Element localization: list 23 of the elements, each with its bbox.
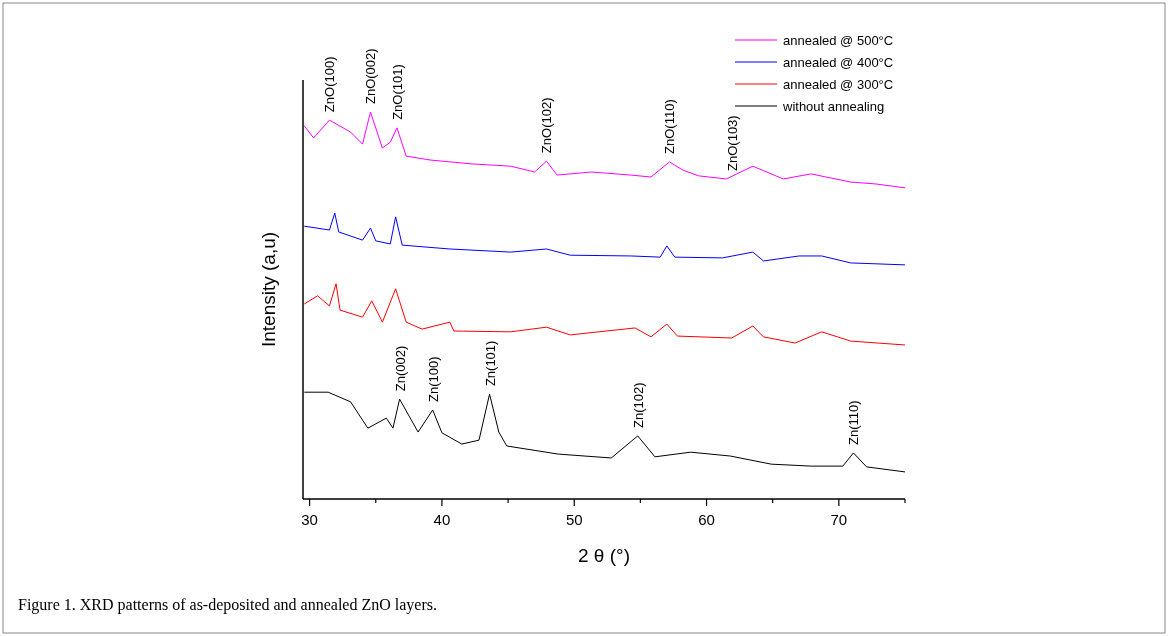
annotation: ZnO(101) (389, 64, 405, 120)
annotation: ZnO(110) (662, 99, 678, 154)
annotation: Zn(102) (630, 382, 646, 428)
legend-label: annealed @ 400°C (783, 55, 894, 70)
annotation: ZnO(100) (322, 56, 338, 113)
legend-label: without annealing (782, 99, 885, 114)
x-tick-label: 70 (830, 511, 848, 528)
annotation: Zn(101) (482, 340, 498, 387)
x-tick-label: 30 (301, 511, 318, 528)
legend-label: annealed @ 500°C (783, 33, 894, 48)
annotation: Zn(100) (425, 356, 441, 402)
legend-label: annealed @ 300°C (783, 77, 894, 92)
annotation: ZnO(103) (724, 115, 740, 171)
annotation: ZnO(102) (539, 97, 555, 154)
annotation: ZnO(002) (363, 48, 379, 104)
x-axis-title: 2 θ (°) (578, 545, 630, 566)
x-tick-label: 40 (433, 511, 451, 528)
x-tick-label: 60 (698, 511, 715, 528)
annotation: Zn(002) (392, 345, 408, 392)
caption: Figure 1. XRD patterns of as-deposited and annealed ZnO layers. (18, 596, 437, 614)
annotation: Zn(110) (846, 400, 862, 445)
x-tick-label: 50 (565, 511, 583, 528)
y-axis-title: Intensity (a,u) (258, 231, 279, 348)
